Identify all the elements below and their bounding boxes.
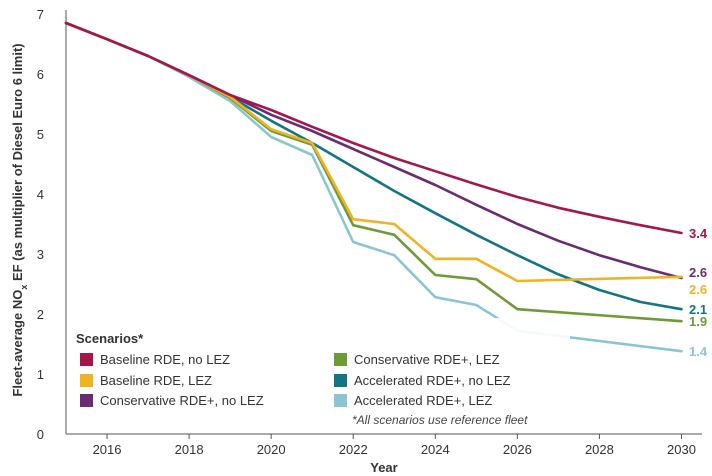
y-tick-label: 4 (37, 187, 44, 202)
y-axis-title-rest: EF (as multiplier of Diesel Euro 6 limit… (10, 43, 25, 284)
legend-swatch (334, 353, 347, 366)
legend-swatch (80, 353, 93, 366)
legend-footnote: *All scenarios use reference fleet (352, 413, 528, 427)
end-value-label: 2.6 (689, 265, 707, 280)
y-tick-label: 6 (37, 67, 44, 82)
legend-swatch (334, 394, 347, 407)
y-axis-title-main: Fleet-average NO (10, 290, 25, 397)
legend: Scenarios* Baseline RDE, no LEZ Conservati… (70, 318, 570, 430)
y-tick-label: 2 (37, 307, 44, 322)
end-value-label: 2.6 (689, 282, 707, 297)
end-value-label: 2.1 (689, 302, 707, 317)
series-line-accelerated-rde-no-lez (64, 21, 683, 311)
legend-entry-label: Conservative RDE+, no LEZ (100, 393, 264, 408)
x-axis-title: Year (370, 460, 397, 475)
x-tick-label: 2028 (585, 442, 614, 457)
x-tick-label: 2026 (503, 442, 532, 457)
legend-swatch (80, 374, 93, 387)
end-labels: 3.4 2.6 2.6 1.92.1 1.4 (689, 226, 708, 359)
y-tick-label: 5 (37, 127, 44, 142)
x-tick-label: 2020 (257, 442, 286, 457)
legend-swatch (334, 374, 347, 387)
x-tick-label: 2018 (175, 442, 204, 457)
series-line-accelerated-rde-lez (64, 21, 683, 353)
end-value-label: 1.9 (689, 314, 707, 329)
x-tick-label: 2016 (93, 442, 122, 457)
series-layer (64, 21, 683, 353)
legend-title: Scenarios* (76, 331, 144, 346)
end-value-label: 1.4 (689, 344, 708, 359)
legend-entry-label: Accelerated RDE+, LEZ (354, 393, 492, 408)
y-tick-label: 3 (37, 247, 44, 262)
legend-background (70, 318, 570, 430)
legend-entry-label: Baseline RDE, LEZ (100, 373, 212, 388)
y-tick-label: 1 (37, 367, 44, 382)
y-tick-label: 7 (37, 7, 44, 22)
y-tick-label: 0 (37, 427, 44, 442)
legend-entry-label: Conservative RDE+, LEZ (354, 352, 500, 367)
y-axis-title: Fleet-average NOx EF (as multiplier of D… (10, 43, 29, 396)
series-line-baseline-rde-no-lez (64, 21, 683, 235)
legend-entry-label: Baseline RDE, no LEZ (100, 352, 230, 367)
series-line-conservative-rde-lez (64, 21, 683, 323)
end-value-label: 3.4 (689, 226, 708, 241)
legend-swatch (80, 394, 93, 407)
y-axis-title-subscript: x (19, 285, 29, 290)
x-tick-label: 2024 (421, 442, 450, 457)
x-tick-label: 2022 (339, 442, 368, 457)
legend-entry-label: Accelerated RDE+, no LEZ (354, 373, 510, 388)
axes: 0 1 2 3 4 5 6 7 2016 2018 2020 2022 2024 2026 2028 2030 (37, 7, 702, 457)
x-tick-label: 2030 (667, 442, 696, 457)
